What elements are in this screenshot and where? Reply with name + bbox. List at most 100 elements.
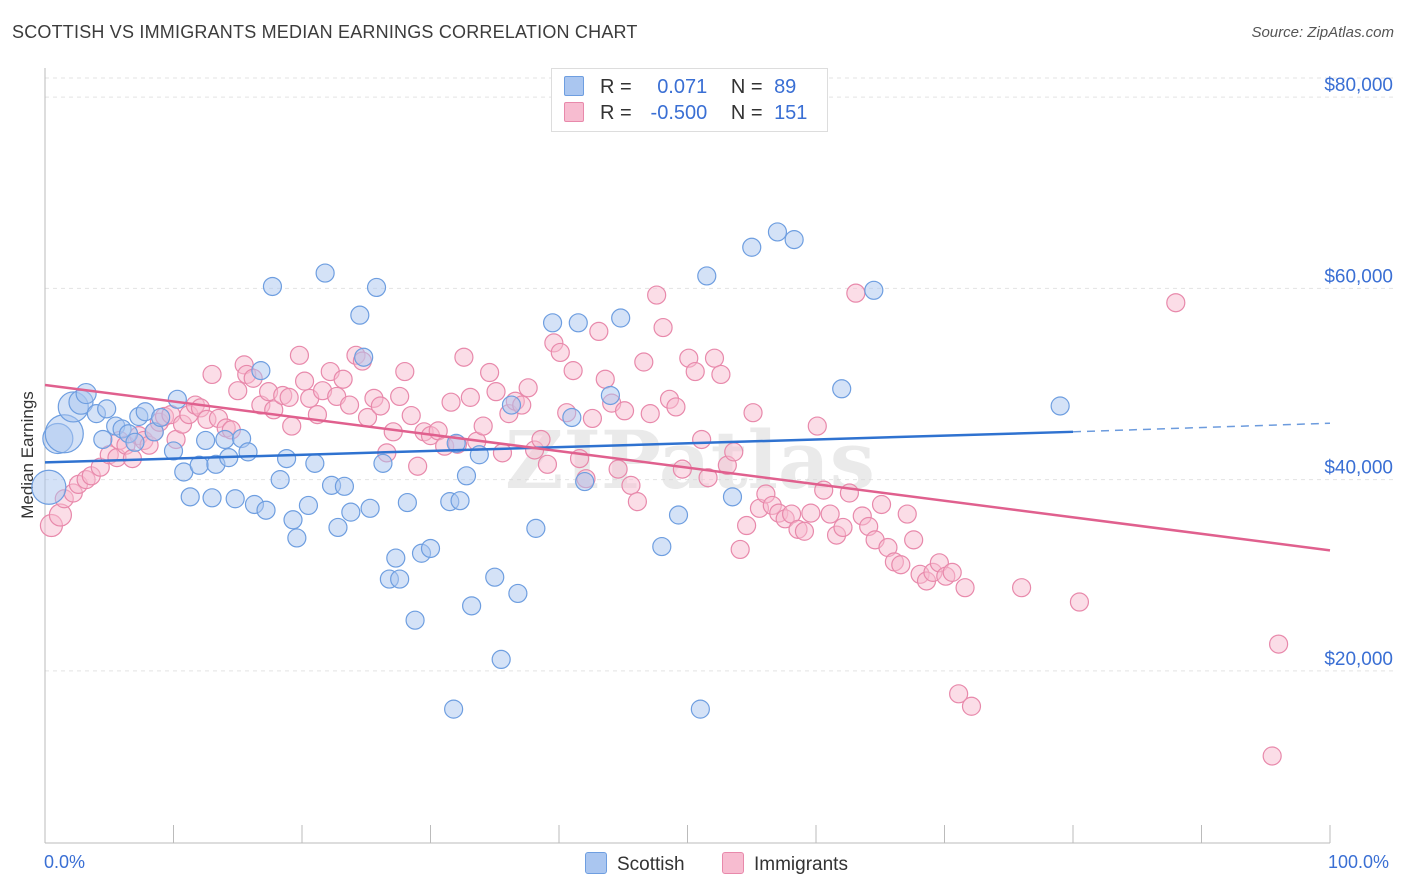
y-tick-labels: $20,000 $40,000 $60,000 $80,000 <box>1324 75 1393 670</box>
immigrants-point <box>595 369 615 389</box>
immigrants-point <box>486 382 506 402</box>
scottish-point <box>180 487 200 507</box>
y-tick-label: $80,000 <box>1324 75 1393 96</box>
immigrants-point <box>614 401 635 421</box>
scottish-point <box>238 442 258 462</box>
immigrants-point <box>401 405 421 426</box>
x-tick-label-max: 100.0% <box>1328 852 1390 872</box>
immigrants-point <box>441 392 461 412</box>
scottish-point <box>462 596 482 616</box>
scottish-point <box>31 469 67 505</box>
y-tick-label: $20,000 <box>1324 649 1393 670</box>
scottish-point <box>508 583 528 604</box>
scottish-point <box>568 313 588 333</box>
scottish-point <box>283 510 303 530</box>
legend-r-label: R = <box>600 102 632 124</box>
immigrants-point <box>492 443 513 463</box>
scottish-point <box>215 429 235 450</box>
legend-row-immigrants: R = -0.500 N = 151 <box>564 102 807 126</box>
immigrants-point <box>647 285 667 305</box>
immigrants-point <box>1166 293 1186 313</box>
legend-r-value: 0.071 <box>657 76 708 98</box>
scottish-point <box>491 649 511 670</box>
immigrants-point <box>961 696 982 716</box>
immigrants-point <box>640 404 660 424</box>
series-scottish <box>31 222 1070 719</box>
scottish-point <box>262 276 283 297</box>
immigrants-point <box>282 416 302 436</box>
legend-r-value: -0.500 <box>650 102 708 124</box>
immigrants-point <box>289 345 310 365</box>
immigrants-point <box>692 429 712 450</box>
scottish-point <box>256 500 276 520</box>
bottom-legend-immigrants: Immigrants <box>722 852 848 876</box>
immigrants-point <box>589 321 609 342</box>
immigrants-point <box>390 386 410 407</box>
scottish-point <box>298 495 319 516</box>
scottish-swatch <box>564 76 584 96</box>
scottish-point <box>600 385 621 406</box>
scottish-point <box>397 492 417 513</box>
immigrants-point <box>801 503 821 523</box>
scottish-point <box>832 379 852 399</box>
series-immigrants <box>39 283 1289 766</box>
immigrants-point <box>743 403 763 423</box>
immigrants-point <box>454 347 474 367</box>
immigrants-swatch <box>564 102 584 122</box>
immigrants-point <box>955 578 975 598</box>
scottish-point <box>360 498 380 518</box>
immigrants-point <box>279 387 299 407</box>
scottish-point <box>526 518 546 538</box>
scottish-point <box>196 430 216 451</box>
trend-lines <box>44 383 1331 552</box>
scottish-point <box>151 407 171 428</box>
scottish-point <box>690 699 710 719</box>
immigrants-point <box>833 517 853 538</box>
immigrants-point <box>807 416 827 436</box>
immigrants-point <box>333 369 353 389</box>
scottish-point <box>97 399 117 419</box>
scottish-point <box>373 453 393 473</box>
legend-n-value: 89 <box>774 76 797 98</box>
immigrants-point <box>730 539 750 560</box>
immigrants-point <box>724 442 744 462</box>
scottish-point <box>276 448 297 469</box>
immigrants-point <box>794 521 815 541</box>
immigrants-point <box>737 515 757 536</box>
scottish-point <box>350 305 370 325</box>
legend-n-value: 151 <box>774 102 808 124</box>
scottish-point <box>456 466 477 486</box>
scottish-point <box>485 567 505 587</box>
y-tick-label: $60,000 <box>1324 266 1393 287</box>
immigrants-swatch <box>722 852 744 874</box>
scottish-point <box>251 361 271 381</box>
scottish-point <box>1050 396 1070 416</box>
scottish-point <box>125 432 145 452</box>
scottish-point <box>784 230 804 250</box>
scottish-point <box>444 699 464 719</box>
scottish-point <box>501 395 522 415</box>
scottish-point <box>328 517 348 538</box>
immigrants-point <box>550 342 570 363</box>
scottish-trend-extension <box>1072 422 1331 433</box>
scottish-point <box>163 441 184 461</box>
chart-title: SCOTTISH VS IMMIGRANTS MEDIAN EARNINGS C… <box>12 22 638 42</box>
immigrants-point <box>949 684 969 704</box>
scottish-trend-line <box>44 430 1074 464</box>
immigrants-point <box>1262 746 1282 766</box>
scottish-point <box>167 389 187 409</box>
immigrants-point <box>473 416 493 436</box>
immigrants-point <box>408 456 428 476</box>
immigrants-point <box>460 387 480 407</box>
immigrants-point <box>627 492 647 512</box>
immigrants-point <box>582 408 603 429</box>
legend-n-label: N = <box>730 102 763 124</box>
immigrants-point <box>653 317 673 338</box>
scottish-point <box>611 308 631 328</box>
scottish-point <box>386 548 406 568</box>
immigrants-point <box>1069 592 1090 612</box>
immigrants-point <box>294 371 315 391</box>
bottom-legend-immigrants-label: Immigrants <box>754 854 848 875</box>
immigrants-point <box>395 361 415 382</box>
